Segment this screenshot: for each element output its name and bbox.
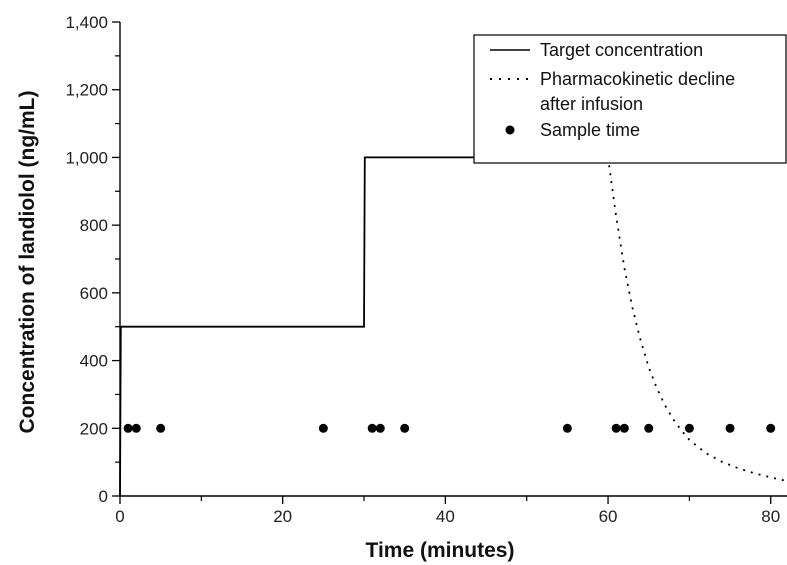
y-tick-label: 1,000 bbox=[65, 148, 108, 167]
series-line-target-concentration bbox=[119, 156, 608, 497]
series-line-pharmacokinetic-decline-after-infusion bbox=[607, 157, 787, 482]
sample-time-point bbox=[400, 423, 410, 433]
sample-time-point bbox=[156, 423, 166, 433]
sample-time-point bbox=[375, 423, 385, 433]
sample-time-point bbox=[562, 423, 572, 433]
y-tick-label: 400 bbox=[80, 352, 108, 371]
y-tick-label: 200 bbox=[80, 419, 108, 438]
sample-time-point bbox=[619, 423, 629, 433]
plot-area bbox=[119, 156, 787, 497]
sample-time-point bbox=[766, 423, 776, 433]
x-tick-label: 80 bbox=[761, 507, 780, 526]
sample-time-point bbox=[644, 423, 654, 433]
sample-time-point bbox=[318, 423, 328, 433]
sample-time-point bbox=[684, 423, 694, 433]
x-axis-title: Time (minutes) bbox=[366, 539, 515, 562]
legend-label-after-infusion: after infusion bbox=[540, 94, 643, 114]
legend-label-sample-time: Sample time bbox=[540, 120, 640, 140]
y-axis-title: Concentration of landiolol (ng/mL) bbox=[16, 91, 39, 434]
x-tick-label: 0 bbox=[115, 507, 124, 526]
legend-label-target-concentration: Target concentration bbox=[540, 40, 703, 60]
sample-time-point bbox=[611, 423, 621, 433]
x-tick-label: 20 bbox=[273, 507, 292, 526]
y-tick-label: 0 bbox=[99, 487, 108, 506]
sample-time-point bbox=[725, 423, 735, 433]
legend-swatch-sample-time bbox=[505, 125, 515, 135]
x-tick-label: 40 bbox=[436, 507, 455, 526]
legend: Target concentration Pharmacokinetic dec… bbox=[473, 34, 787, 164]
sample-time-point bbox=[123, 423, 133, 433]
legend-label-pharmacokinetic-decline: Pharmacokinetic decline bbox=[540, 69, 735, 89]
y-tick-label: 1,400 bbox=[65, 13, 108, 32]
y-tick-label: 1,200 bbox=[65, 81, 108, 100]
legend-box bbox=[473, 34, 787, 164]
sample-time-point bbox=[367, 423, 377, 433]
sample-time-point bbox=[131, 423, 141, 433]
x-tick-label: 60 bbox=[599, 507, 618, 526]
y-tick-label: 800 bbox=[80, 216, 108, 235]
y-tick-label: 600 bbox=[80, 284, 108, 303]
